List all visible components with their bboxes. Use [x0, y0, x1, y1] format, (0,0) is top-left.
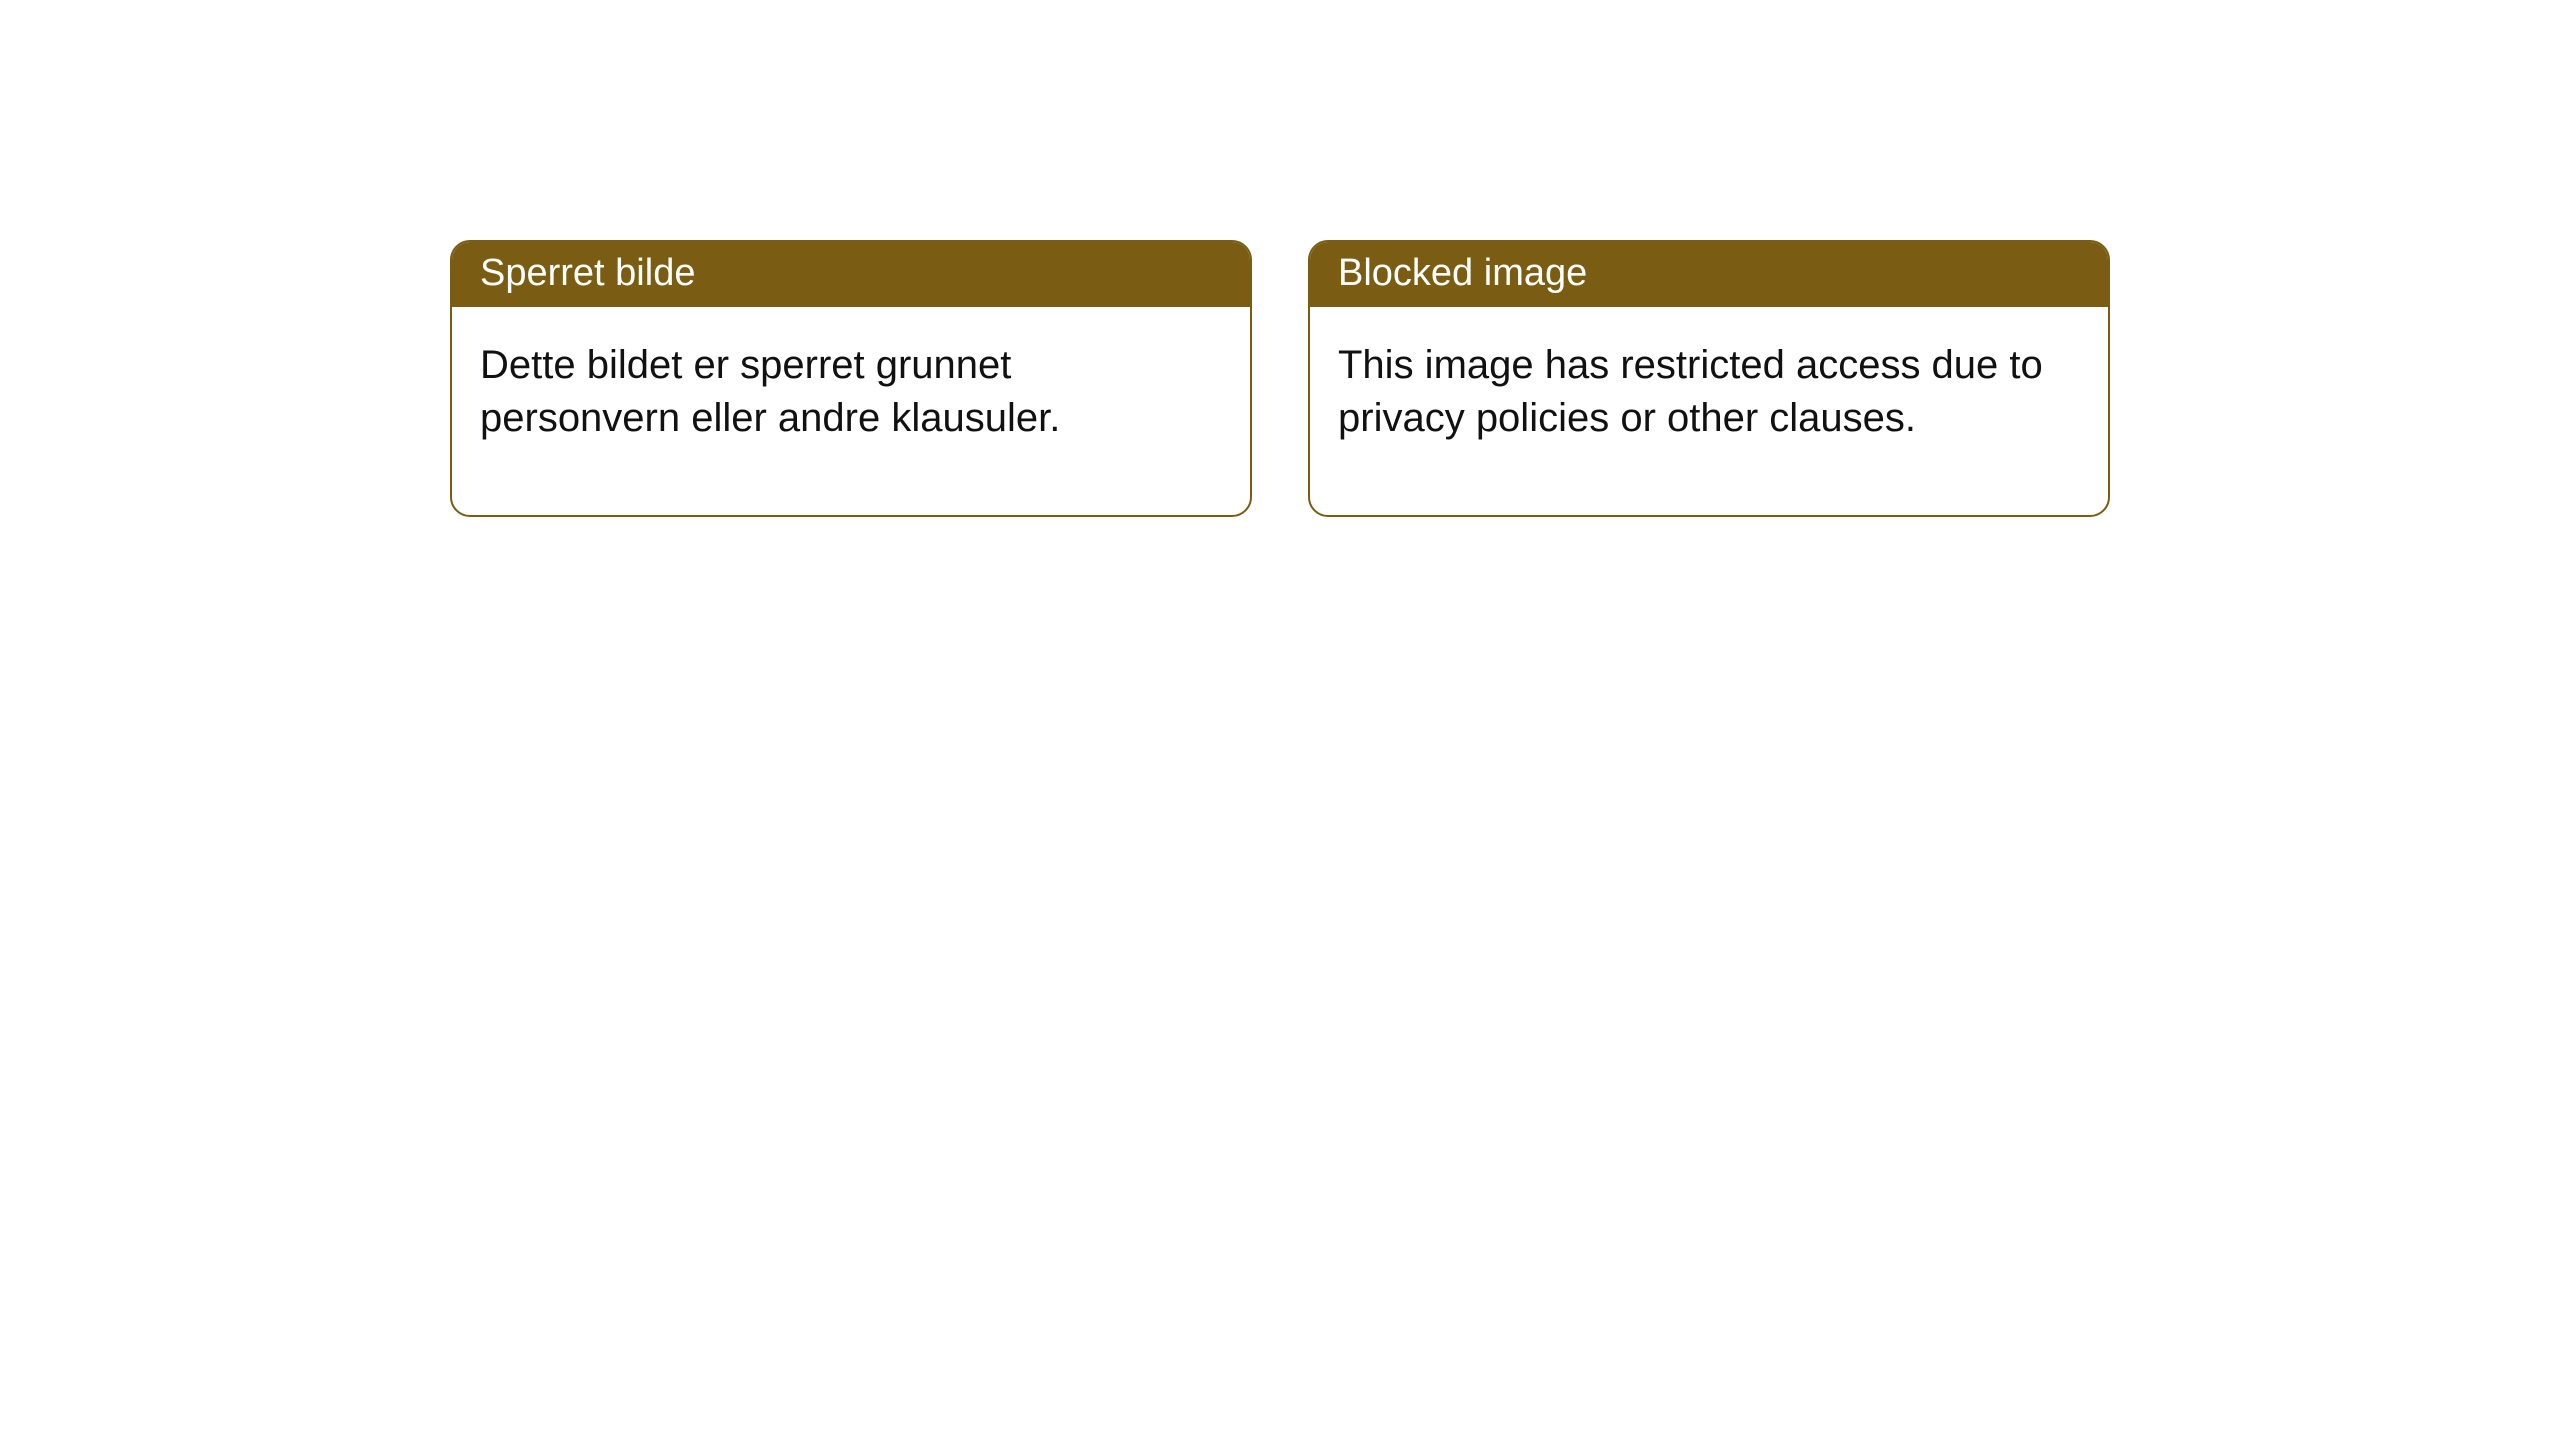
notice-header-norwegian: Sperret bilde: [452, 242, 1250, 307]
notice-header-english: Blocked image: [1310, 242, 2108, 307]
notice-card-norwegian: Sperret bilde Dette bildet er sperret gr…: [450, 240, 1252, 517]
notice-container: Sperret bilde Dette bildet er sperret gr…: [450, 240, 2110, 517]
notice-body-english: This image has restricted access due to …: [1310, 307, 2108, 515]
notice-body-norwegian: Dette bildet er sperret grunnet personve…: [452, 307, 1250, 515]
notice-card-english: Blocked image This image has restricted …: [1308, 240, 2110, 517]
